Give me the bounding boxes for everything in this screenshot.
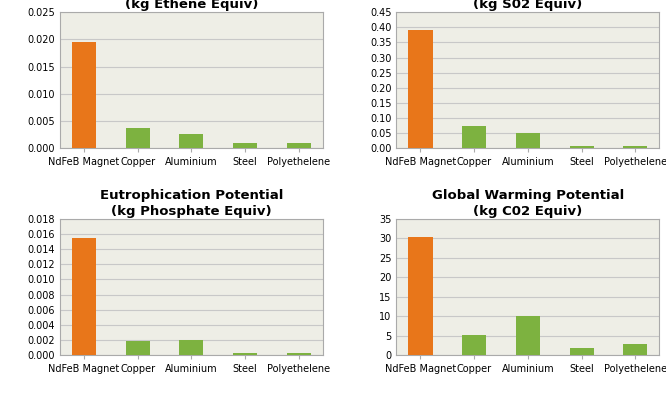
Bar bbox=[623, 344, 647, 355]
Bar bbox=[287, 143, 311, 148]
Bar bbox=[72, 42, 96, 148]
Bar bbox=[623, 146, 647, 148]
Bar bbox=[126, 128, 150, 148]
Bar bbox=[179, 134, 204, 148]
Bar bbox=[569, 348, 593, 355]
Title: Photochemical Ozone Creation Potential
(kg Ethene Equiv): Photochemical Ozone Creation Potential (… bbox=[40, 0, 342, 11]
Title: Global Warming Potential
(kg C02 Equiv): Global Warming Potential (kg C02 Equiv) bbox=[432, 189, 624, 218]
Title: Acidification Potential
(kg S02 Equiv): Acidification Potential (kg S02 Equiv) bbox=[445, 0, 611, 11]
Bar bbox=[72, 238, 96, 355]
Bar bbox=[462, 335, 486, 355]
Bar bbox=[287, 353, 311, 355]
Title: Eutrophication Potential
(kg Phosphate Equiv): Eutrophication Potential (kg Phosphate E… bbox=[100, 189, 283, 218]
Bar bbox=[408, 30, 432, 148]
Bar bbox=[462, 126, 486, 148]
Bar bbox=[126, 341, 150, 355]
Bar bbox=[569, 146, 593, 148]
Bar bbox=[515, 316, 540, 355]
Bar bbox=[408, 237, 432, 355]
Bar bbox=[179, 340, 204, 355]
Bar bbox=[233, 143, 257, 148]
Bar bbox=[515, 133, 540, 148]
Bar bbox=[233, 353, 257, 355]
